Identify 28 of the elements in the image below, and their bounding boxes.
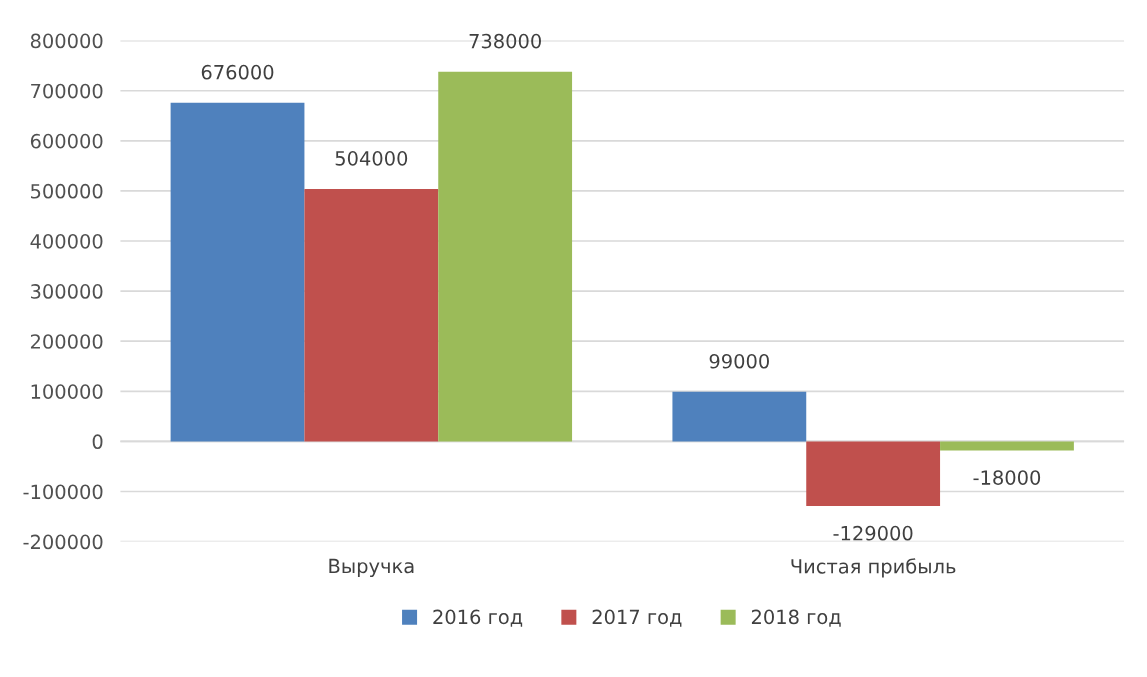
y-tick-label: 200000: [30, 334, 103, 349]
x-tick-label: Чистая прибыль: [791, 558, 956, 578]
legend-label: 2017 год: [592, 609, 682, 627]
y-tick-label: 400000: [30, 233, 103, 249]
y-tick-label: 700000: [31, 83, 103, 99]
data-label: -129000: [833, 525, 913, 541]
data-label: 676000: [201, 64, 274, 80]
bar: [806, 441, 941, 507]
y-tick-label: 300000: [31, 284, 103, 299]
bar: [438, 71, 573, 442]
y-tick-label: -100000: [23, 484, 103, 500]
legend-label: 2018 год: [751, 609, 841, 627]
data-label: 738000: [469, 33, 541, 49]
bar: [304, 188, 439, 442]
y-tick-label: 100000: [31, 384, 103, 399]
y-tick-label: 500000: [31, 183, 103, 199]
y-tick-label: 0: [92, 434, 103, 450]
x-tick-label: Выручка: [329, 558, 414, 578]
y-tick-label: 600000: [30, 133, 103, 149]
data-label: -18000: [973, 470, 1041, 485]
bar: [170, 102, 305, 442]
y-tick-label: -200000: [23, 534, 103, 550]
legend-label: 2016 год: [433, 609, 523, 627]
data-label: 99000: [709, 353, 769, 369]
bar: [672, 391, 807, 442]
y-tick-label: 800000: [30, 33, 103, 49]
bar: [940, 441, 1074, 451]
data-label: 504000: [335, 150, 408, 166]
